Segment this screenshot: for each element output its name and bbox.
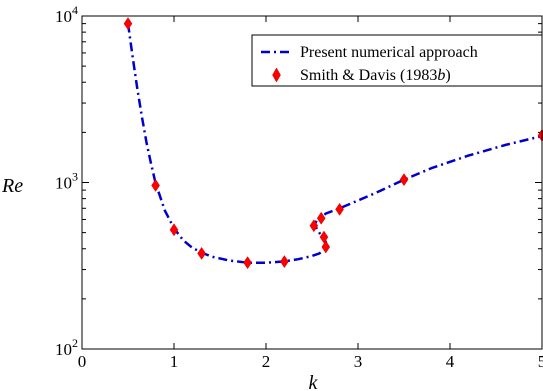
y-tick-label: 103: [55, 170, 78, 193]
smith-davis-point: [321, 240, 331, 254]
legend-box: [251, 34, 543, 87]
x-tick-label: 1: [170, 352, 179, 371]
x-axis-label: k: [309, 372, 319, 391]
smith-davis-point: [316, 211, 326, 225]
smith-davis-point: [243, 256, 252, 270]
smith-davis-point: [169, 223, 179, 237]
series-layer: [123, 17, 543, 270]
smith-davis-point: [123, 17, 133, 31]
smith-davis-point: [309, 219, 319, 233]
y-axis-label: Re: [1, 175, 23, 197]
x-tick-label: 2: [262, 352, 271, 371]
y-tick-label: 102: [55, 336, 78, 359]
x-tick-label: 0: [78, 352, 87, 371]
legend-marker-smith: [272, 67, 281, 83]
smith-davis-point: [197, 246, 206, 260]
x-tick-label: 4: [446, 352, 455, 371]
x-tick-label: 5: [538, 352, 543, 371]
smith-davis-point: [280, 255, 289, 269]
plot-frame: [81, 15, 543, 350]
legend: Present numerical approach Smith & Davis…: [251, 34, 543, 87]
smith-davis-point: [151, 179, 160, 192]
smith-davis-point: [335, 202, 344, 216]
smith-davis-point: [319, 230, 329, 244]
smith-davis-point: [399, 173, 409, 187]
legend-label-smith: Smith & Davis (1983b): [300, 67, 451, 84]
legend-label-present: Present numerical approach: [300, 44, 478, 61]
y-tick-label: 104: [55, 3, 78, 26]
x-tick-label: 3: [354, 352, 363, 371]
